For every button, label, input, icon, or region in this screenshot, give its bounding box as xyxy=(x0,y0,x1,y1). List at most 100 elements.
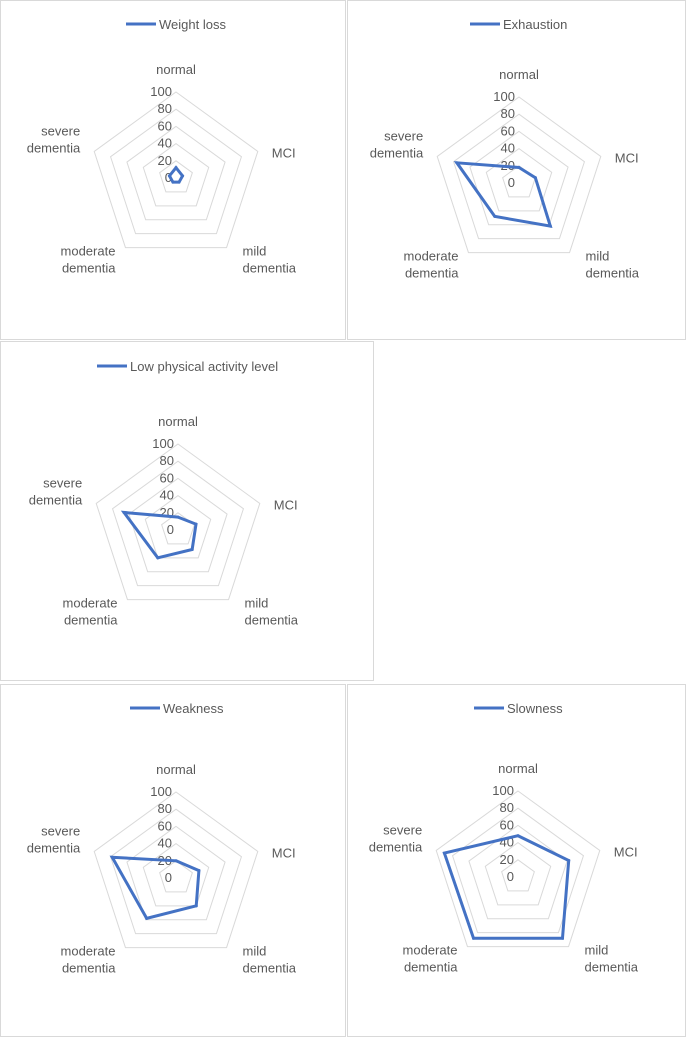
data-point xyxy=(517,166,521,170)
data-point xyxy=(174,859,178,863)
data-point xyxy=(167,174,171,178)
grid-ring xyxy=(142,142,210,207)
series-line xyxy=(442,834,571,940)
chart-panel-weakness: Weakness 0 20 40 60 80 100 normal MCI mild dementi… xyxy=(0,684,346,1037)
data-point xyxy=(122,510,126,514)
grid-ring xyxy=(144,494,212,559)
series-line xyxy=(453,161,553,229)
tick-label: 20 xyxy=(158,153,172,168)
data-point xyxy=(110,855,114,859)
data-point xyxy=(156,556,160,560)
category-label: severe dementia xyxy=(27,823,81,855)
tick-label: 100 xyxy=(150,784,172,799)
category-label: normal xyxy=(156,62,196,77)
grid-ring xyxy=(469,130,569,226)
radar-chart: Low physical activity level020406080100n… xyxy=(29,359,299,628)
data-point xyxy=(548,224,552,228)
chart-panel-weight-loss: Weight loss 0 20 40 60 80 100 normal MCI mild deme… xyxy=(0,0,346,340)
category-label: normal xyxy=(499,67,539,82)
data-point xyxy=(190,547,194,551)
data-point xyxy=(177,180,181,184)
category-label: moderate dementia xyxy=(61,244,117,276)
grid-ring xyxy=(501,859,535,892)
data-point xyxy=(493,214,497,218)
category-label: mild dementia xyxy=(585,943,639,975)
category-label: MCI xyxy=(272,845,296,860)
grid-ring xyxy=(435,790,601,948)
series-line xyxy=(120,510,198,560)
tick-label: 20 xyxy=(500,852,514,867)
tick-label: 0 xyxy=(167,522,174,537)
data-point xyxy=(194,904,198,908)
grid-ring xyxy=(142,842,210,907)
category-label: moderate dementia xyxy=(61,944,117,976)
grid-ring xyxy=(128,477,228,573)
tick-label: 60 xyxy=(160,470,174,485)
tick-label: 80 xyxy=(500,800,514,815)
series-line xyxy=(109,855,201,921)
category-label: normal xyxy=(156,762,196,777)
tick-label: 80 xyxy=(160,453,174,468)
tick-label: 40 xyxy=(160,488,174,503)
data-point xyxy=(567,859,571,863)
data-point xyxy=(455,161,459,165)
grid-ring xyxy=(109,108,243,235)
tick-label: 0 xyxy=(165,170,172,185)
legend-label: Weakness xyxy=(163,701,224,716)
category-label: mild dementia xyxy=(243,244,297,276)
tick-label: 0 xyxy=(507,869,514,884)
tick-label: 40 xyxy=(501,141,515,156)
tick-label: 80 xyxy=(158,801,172,816)
category-label: severe dementia xyxy=(369,822,423,854)
data-point xyxy=(472,936,476,940)
tick-label: 100 xyxy=(493,89,515,104)
grid-ring xyxy=(452,113,586,240)
tick-label: 100 xyxy=(152,436,174,451)
chart-panel-slowness: Slowness 0 20 40 60 80 100 normal MCI mild dementi… xyxy=(347,684,686,1037)
legend-label: Slowness xyxy=(507,701,563,716)
category-label: normal xyxy=(158,414,198,429)
legend-label: Low physical activity level xyxy=(130,359,278,374)
legend-label: Exhaustion xyxy=(503,17,567,32)
tick-label: 0 xyxy=(508,175,515,190)
grid-ring xyxy=(484,841,552,906)
tick-label: 60 xyxy=(500,817,514,832)
category-label: mild dementia xyxy=(243,944,297,976)
category-label: moderate dementia xyxy=(404,249,460,281)
data-point xyxy=(197,869,201,873)
tick-label: 60 xyxy=(158,118,172,133)
data-point xyxy=(560,936,564,940)
category-label: mild dementia xyxy=(586,249,640,281)
data-point xyxy=(442,851,446,855)
grid-ring xyxy=(436,96,602,254)
grid-ring xyxy=(93,91,259,249)
category-label: moderate dementia xyxy=(403,943,459,975)
tick-label: 100 xyxy=(492,783,514,798)
grid-ring xyxy=(126,125,226,221)
category-label: MCI xyxy=(274,497,298,512)
grid-ring xyxy=(95,443,261,601)
grid-ring xyxy=(109,808,243,935)
chart-panel-low-physical-activity: Low physical activity level 0 20 40 60 80 100 n… xyxy=(0,341,374,681)
category-label: normal xyxy=(498,761,538,776)
data-point xyxy=(516,834,520,838)
category-label: mild dementia xyxy=(245,596,299,628)
data-point xyxy=(194,522,198,526)
radar-chart: Weight loss 0 20 40 60 80 100 normal MCI mild deme… xyxy=(27,17,297,276)
tick-label: 80 xyxy=(158,101,172,116)
data-point xyxy=(171,180,175,184)
category-label: moderate dementia xyxy=(63,596,119,628)
legend-label: Weight loss xyxy=(159,17,226,32)
category-label: severe dementia xyxy=(29,475,83,507)
grid-ring xyxy=(93,791,259,949)
category-label: MCI xyxy=(272,145,296,160)
data-point xyxy=(533,176,537,180)
tick-label: 60 xyxy=(501,123,515,138)
chart-panel-exhaustion: Exhaustion 0 20 40 60 80 100 normal MCI mild demen… xyxy=(347,0,686,340)
category-label: MCI xyxy=(615,150,639,165)
grid-ring xyxy=(159,860,193,893)
data-point xyxy=(145,916,149,920)
tick-label: 40 xyxy=(158,836,172,851)
